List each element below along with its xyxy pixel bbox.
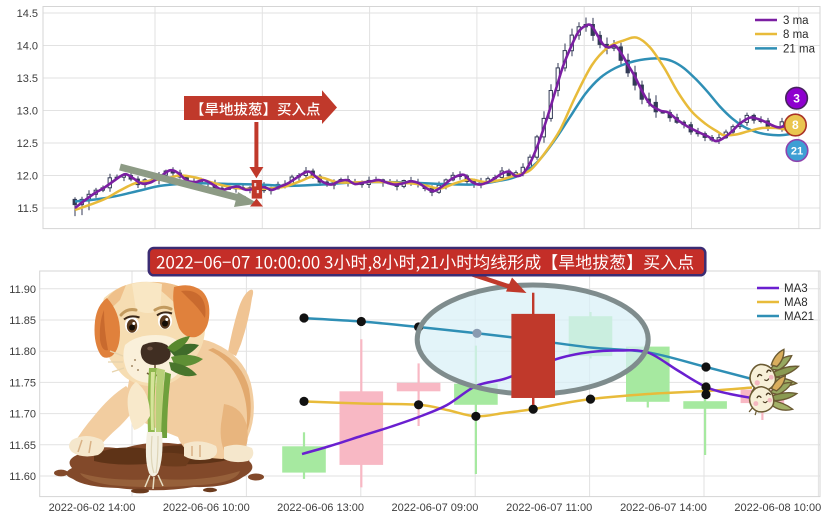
- svg-text:MA3: MA3: [784, 283, 808, 295]
- svg-text:2022-06-06 13:00: 2022-06-06 13:00: [277, 502, 364, 514]
- svg-text:12.0: 12.0: [17, 171, 38, 183]
- svg-text:13.5: 13.5: [17, 73, 38, 85]
- svg-text:11.65: 11.65: [9, 440, 36, 452]
- svg-text:2022-06-08 10:00: 2022-06-08 10:00: [734, 502, 821, 514]
- svg-text:8: 8: [792, 118, 799, 132]
- svg-text:11.5: 11.5: [17, 203, 38, 215]
- svg-text:2022-06-07 11:00: 2022-06-07 11:00: [506, 502, 592, 514]
- svg-text:11.75: 11.75: [9, 377, 36, 389]
- svg-text:13.0: 13.0: [17, 106, 38, 118]
- svg-text:14.0: 14.0: [17, 41, 38, 53]
- svg-text:11.60: 11.60: [9, 471, 36, 483]
- svg-text:3: 3: [793, 91, 800, 105]
- svg-text:MA8: MA8: [784, 297, 808, 309]
- svg-text:21: 21: [791, 146, 803, 158]
- svg-text:2022-06-02 14:00: 2022-06-02 14:00: [49, 502, 136, 514]
- svg-text:12.5: 12.5: [17, 138, 38, 150]
- svg-text:11.70: 11.70: [9, 409, 36, 421]
- svg-text:3 ma: 3 ma: [783, 15, 809, 27]
- svg-text:21 ma: 21 ma: [783, 43, 816, 55]
- svg-text:8 ma: 8 ma: [783, 29, 809, 41]
- svg-text:14.5: 14.5: [17, 8, 38, 20]
- svg-text:2022-06-06 10:00: 2022-06-06 10:00: [163, 502, 250, 514]
- svg-text:11.90: 11.90: [9, 284, 36, 296]
- svg-text:MA21: MA21: [784, 311, 814, 323]
- svg-text:2022-06-07 09:00: 2022-06-07 09:00: [391, 502, 478, 514]
- svg-text:11.85: 11.85: [9, 315, 36, 327]
- svg-text:2022-06-07 14:00: 2022-06-07 14:00: [620, 502, 707, 514]
- svg-text:11.80: 11.80: [9, 346, 36, 358]
